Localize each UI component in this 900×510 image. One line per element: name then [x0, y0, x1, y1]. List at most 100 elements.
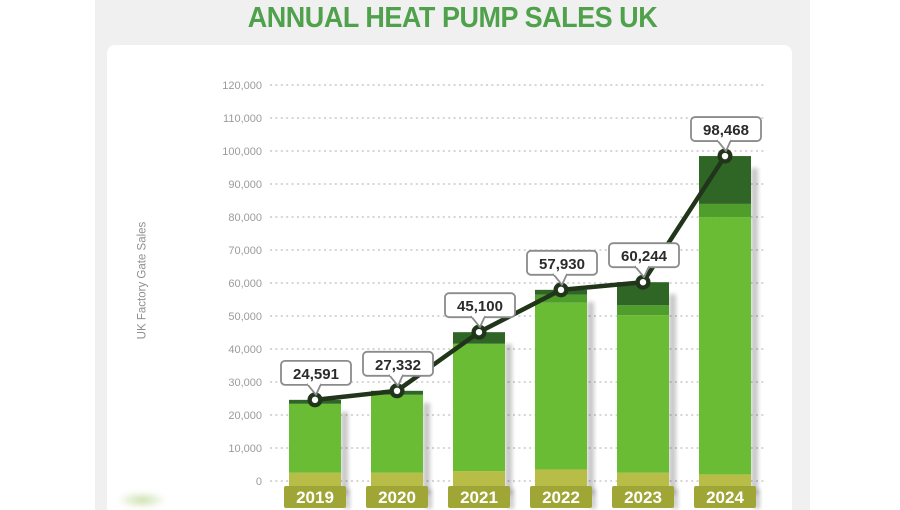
year-badge-label: 2020 — [378, 488, 416, 507]
data-point-markers — [307, 148, 733, 408]
year-badge — [694, 486, 756, 508]
callout-pointer-joint — [636, 264, 648, 268]
callout-value: 98,468 — [703, 122, 749, 139]
y-tick-label: 30,000 — [228, 377, 262, 389]
callout-pointer — [716, 139, 732, 152]
bar-segment-main-light-green — [371, 394, 423, 473]
year-badge-shadow — [508, 489, 514, 509]
callout-pointer — [470, 315, 486, 329]
value-callouts: 24,591 27,332 45,100 57,930 60,244 98,468 — [280, 116, 762, 396]
bar-segment-main-light-green — [699, 217, 751, 475]
data-point-marker-inner — [639, 278, 647, 286]
year-badge-shadow — [672, 489, 678, 509]
year-badge-shadow — [344, 489, 350, 509]
legend-fragment — [117, 492, 167, 508]
bar-segment-mid-green-band — [699, 203, 751, 218]
value-callout-2024: 98,468 — [690, 116, 762, 152]
year-badge-shadow — [426, 489, 432, 509]
bar-segment-base-olive-band — [289, 472, 341, 487]
y-tick-label: 70,000 — [228, 245, 262, 257]
callout-value: 60,244 — [621, 248, 668, 265]
y-tick-label: 90,000 — [228, 179, 262, 191]
y-tick-label: 0 — [256, 476, 262, 488]
year-badge — [612, 486, 674, 508]
y-tick-label: 10,000 — [228, 443, 262, 455]
chart-title: ANNUAL HEAT PUMP SALES UK — [247, 2, 658, 34]
bar-segment-base-olive-band — [371, 472, 423, 487]
y-tick-label: 40,000 — [228, 344, 262, 356]
bar-segment-main-light-green — [617, 315, 669, 473]
data-point-marker-inner — [721, 152, 729, 160]
bar-shadow — [751, 168, 758, 495]
year-badge — [284, 486, 346, 508]
callout-value: 45,100 — [457, 298, 503, 315]
callout-value: 57,930 — [539, 256, 585, 273]
value-callout-2022: 57,930 — [526, 249, 598, 286]
bar-segment-base-olive-band — [453, 471, 505, 487]
gridlines — [270, 84, 765, 482]
value-callout-2019: 24,591 — [280, 359, 352, 396]
bar-segment-mid-green-band — [535, 294, 587, 303]
bar-2019 — [289, 399, 341, 487]
chart-panel: UK Factory Gate Sales 0 10,000 20,000 30,00… — [107, 45, 792, 510]
bars — [289, 156, 758, 495]
value-callout-2020: 27,332 — [362, 350, 434, 387]
bar-2024 — [699, 156, 751, 487]
callout-pointer — [306, 383, 322, 396]
bar-segment-top-dark-green — [617, 282, 669, 306]
bar-2020 — [371, 390, 423, 487]
data-point-marker-inner — [557, 286, 565, 294]
bar-segment-base-olive-band — [535, 469, 587, 487]
bar-shadow — [423, 402, 430, 495]
bar-segment-base-olive-band — [699, 474, 751, 487]
year-badge-shadow — [754, 489, 760, 509]
bar-2022 — [535, 289, 587, 487]
y-tick-label: 120,000 — [222, 80, 262, 92]
bar-shadow — [341, 411, 348, 495]
y-tick-label: 100,000 — [222, 146, 262, 158]
y-tick-label: 80,000 — [228, 212, 262, 224]
y-tick-label: 110,000 — [223, 113, 262, 125]
year-badge — [448, 486, 510, 508]
bar-segment-main-light-green — [535, 302, 587, 470]
bar-segment-mid-green-band — [617, 305, 669, 316]
callout-pointer — [388, 374, 404, 387]
year-badge-label: 2019 — [296, 488, 334, 507]
heat-pump-sales-chart: 0 10,000 20,000 30,000 40,000 50,000 60,000 70,… — [222, 80, 765, 509]
bar-shadow — [669, 294, 676, 495]
data-point-marker-inner — [475, 328, 483, 336]
y-tick-label: 60,000 — [228, 278, 262, 290]
y-tick-label: 20,000 — [228, 410, 262, 422]
bar-segment-main-light-green — [453, 343, 505, 472]
value-callout-2021: 45,100 — [444, 292, 516, 329]
bar-shadow — [587, 301, 594, 495]
callout-value: 27,332 — [375, 357, 421, 374]
bar-2023 — [617, 282, 669, 487]
year-badge-label: 2021 — [460, 488, 498, 507]
x-axis-year-badges: 2019 2020 2021 2022 2023 2024 — [284, 486, 760, 509]
data-point-marker-inner — [393, 387, 401, 395]
data-point-marker-inner — [311, 396, 319, 404]
year-badge-shadow — [590, 489, 596, 509]
callout-pointer-joint — [390, 372, 402, 376]
callout-pointer — [552, 273, 568, 286]
bar-segment-main-light-green — [289, 403, 341, 473]
callout-pointer-joint — [718, 138, 730, 142]
y-tick-label: 50,000 — [228, 311, 262, 323]
year-badge — [530, 486, 592, 508]
value-callout-2023: 60,244 — [608, 242, 680, 279]
callout-value: 24,591 — [293, 366, 339, 383]
bar-segment-base-olive-band — [617, 472, 669, 487]
bar-2021 — [453, 332, 505, 487]
year-badge-label: 2024 — [706, 488, 744, 507]
year-badge-label: 2023 — [624, 488, 662, 507]
year-badge — [366, 486, 428, 508]
callout-pointer-joint — [308, 381, 320, 385]
callout-pointer-joint — [554, 271, 566, 275]
chart-card: ANNUAL HEAT PUMP SALES UK UK Factory Gat… — [95, 0, 810, 510]
year-badge-label: 2022 — [542, 488, 580, 507]
callout-pointer-joint — [472, 314, 484, 318]
bar-shadow — [505, 344, 512, 495]
callout-pointer — [634, 265, 650, 279]
